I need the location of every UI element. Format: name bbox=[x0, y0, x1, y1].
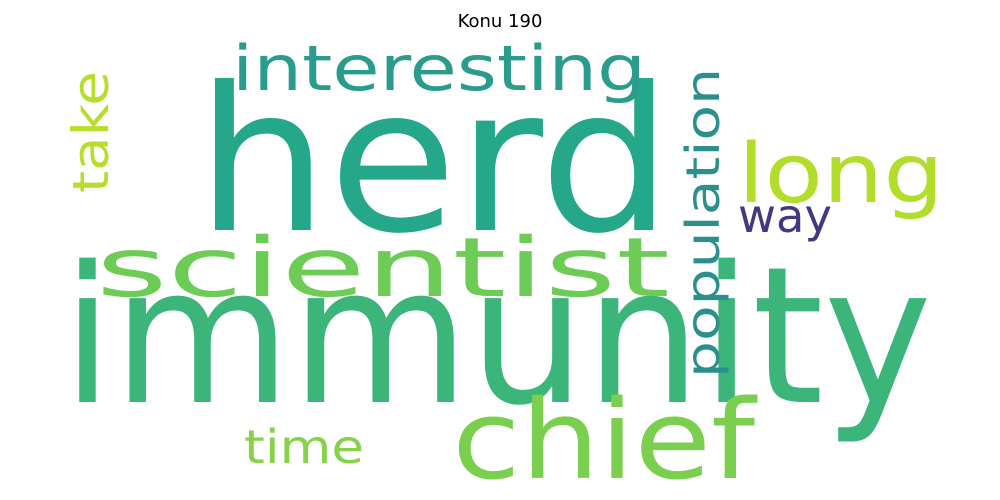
word-scientist: scientist bbox=[96, 221, 670, 316]
word-way: way bbox=[738, 189, 832, 243]
word-take: take bbox=[62, 71, 120, 193]
word-time: time bbox=[244, 420, 364, 474]
word-herd: herd bbox=[196, 45, 672, 278]
chart-title: Konu 190 bbox=[457, 11, 543, 32]
word-population: population bbox=[676, 68, 730, 378]
word-interesting: interesting bbox=[232, 32, 646, 105]
word-long: long bbox=[738, 127, 944, 222]
word-immunity: immunity bbox=[62, 226, 932, 447]
word-chief: chief bbox=[452, 376, 758, 500]
